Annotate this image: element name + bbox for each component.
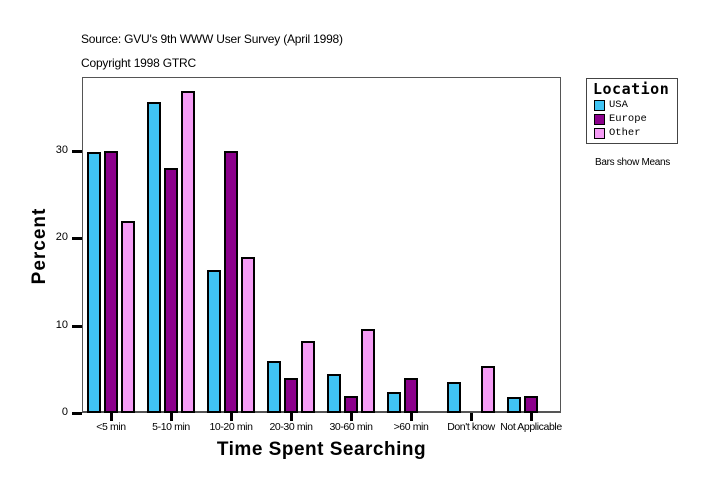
legend: Location USA Europe Other: [586, 78, 678, 144]
bar-usa: [87, 152, 101, 413]
legend-item-usa: USA: [594, 99, 628, 111]
x-tick: [530, 413, 533, 421]
y-axis-title: Percent: [29, 207, 50, 285]
x-tick-label: Not Applicable: [500, 421, 562, 433]
legend-label: Europe: [609, 113, 647, 125]
y-tick-label: 10: [55, 318, 68, 331]
bar-europe: [284, 378, 298, 413]
y-tick-label: 30: [55, 143, 68, 156]
x-tick: [230, 413, 233, 421]
bar-usa: [327, 373, 341, 413]
legend-swatch-usa: [594, 99, 605, 111]
bar-other: [481, 365, 495, 413]
y-tick-label: 20: [55, 231, 68, 243]
plot-area: [82, 77, 561, 413]
copyright-caption: Copyright 1998 GTRC: [81, 56, 196, 70]
bar-europe: [524, 395, 538, 413]
bar-usa: [207, 270, 221, 413]
x-tick-label: 10-20 min: [209, 421, 253, 433]
bar-usa: [387, 392, 401, 413]
bar-other: [121, 221, 135, 413]
x-axis-title: Time Spent Searching: [216, 439, 427, 460]
y-tick: [72, 324, 82, 328]
x-tick: [470, 413, 473, 421]
bar-usa: [507, 397, 521, 413]
bar-other: [181, 91, 195, 413]
bar-usa: [447, 382, 461, 413]
legend-item-other: Other: [594, 127, 641, 139]
bar-europe: [344, 395, 358, 413]
x-tick-label: 30-60 min: [329, 421, 373, 433]
x-tick: [110, 413, 113, 421]
legend-swatch-europe: [594, 113, 605, 125]
bar-europe: [104, 151, 118, 413]
x-tick: [170, 413, 173, 421]
x-tick-label: 5-10 min: [152, 421, 190, 433]
bar-other: [301, 341, 315, 413]
legend-label: USA: [609, 99, 628, 111]
x-tick: [410, 413, 413, 421]
bar-europe: [404, 378, 418, 413]
legend-item-europe: Europe: [594, 113, 647, 125]
x-tick-label: <5 min: [96, 421, 126, 433]
y-tick: [72, 412, 82, 415]
bar-usa: [267, 361, 281, 413]
y-tick-label: 0: [61, 406, 68, 418]
bar-europe: [224, 151, 238, 413]
legend-label: Other: [609, 127, 641, 139]
x-tick: [350, 413, 353, 421]
x-tick-label: >60 min: [393, 421, 429, 433]
legend-title: Location: [593, 80, 670, 98]
bar-europe: [164, 168, 178, 413]
bar-other: [241, 257, 255, 413]
x-tick-label: 20-30 min: [269, 421, 313, 433]
legend-swatch-other: [594, 127, 605, 139]
source-caption: Source: GVU's 9th WWW User Survey (April…: [81, 32, 343, 46]
y-tick: [72, 149, 82, 153]
y-tick: [72, 237, 82, 240]
bar-usa: [147, 102, 161, 413]
bars-show-means-note: Bars show Means: [595, 157, 670, 168]
bar-other: [361, 329, 375, 413]
x-tick-label: Don't know: [447, 421, 495, 433]
x-tick: [290, 413, 293, 421]
